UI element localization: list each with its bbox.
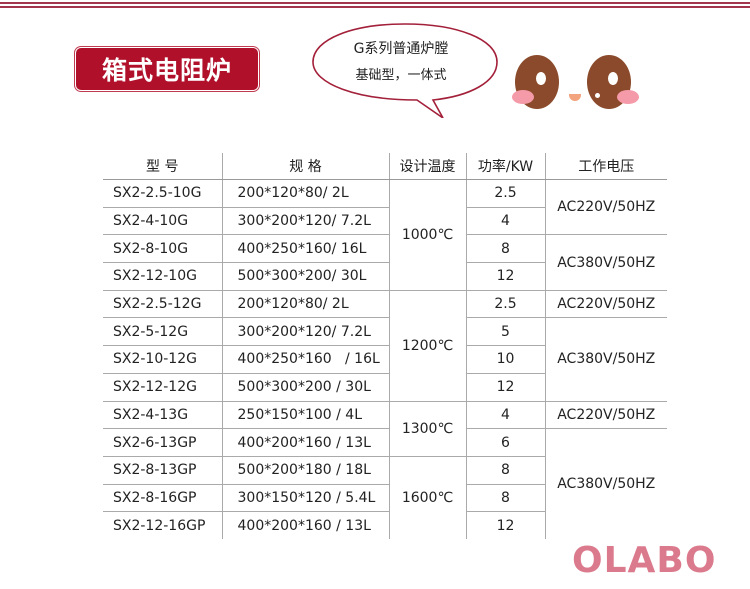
model-cell: SX2-12-10G — [103, 262, 222, 291]
table-row: SX2-4-13G 250*150*100 / 4L 1300℃ 4 AC220V/50… — [103, 400, 667, 457]
top-border-line — [0, 2, 750, 4]
size-cell: 500*300*200 / 30L — [221, 372, 389, 401]
temperature-cell: 1300℃ — [388, 400, 466, 457]
table-row: SX2-5-12G 300*200*120/ 7.2L 5 AC380V/50HZ — [103, 317, 667, 401]
model-cell: SX2-8-16GP — [103, 483, 222, 512]
temperature-cell: 1000℃ — [388, 179, 466, 291]
size-cell: 200*120*80/ 2L — [221, 289, 389, 318]
model-cell: SX2-8-10G — [103, 234, 222, 263]
power-cell: 12 — [465, 511, 545, 539]
power-cell: 5 — [465, 317, 545, 346]
size-cell: 400*200*160 / 13L — [221, 428, 389, 457]
power-cell: 2.5 — [465, 289, 545, 318]
voltage-cell: AC220V/50HZ — [544, 400, 667, 429]
power-cell: 12 — [465, 262, 545, 291]
size-cell: 300*200*120/ 7.2L — [221, 206, 389, 235]
size-cell: 300*200*120/ 7.2L — [221, 317, 389, 346]
model-cell: SX2-4-13G — [103, 400, 222, 429]
temperature-cell: 1200℃ — [388, 289, 466, 401]
power-cell: 12 — [465, 372, 545, 401]
voltage-cell: AC220V/50HZ — [544, 289, 667, 318]
power-cell: 6 — [465, 428, 545, 457]
power-cell: 4 — [465, 400, 545, 429]
power-cell: 8 — [465, 483, 545, 512]
voltage-cell: AC380V/50HZ — [544, 234, 667, 291]
table-row: SX2-12-10G 500*300*200/ 30L 12 — [103, 262, 667, 291]
power-cell: 10 — [465, 345, 545, 374]
model-cell: SX2-4-10G — [103, 206, 222, 235]
model-cell: SX2-5-12G — [103, 317, 222, 346]
cartoon-mouth — [569, 94, 581, 101]
power-cell: 8 — [465, 455, 545, 485]
voltage-cell: AC380V/50HZ — [544, 317, 667, 401]
column-header: 工作电压 — [544, 153, 667, 180]
model-cell: SX2-12-12G — [103, 372, 222, 401]
power-cell: 8 — [465, 234, 545, 263]
voltage-cell: AC220V/50HZ — [544, 178, 667, 235]
temperature-cell: 1600℃ — [388, 455, 466, 539]
column-header: 型 号 — [103, 153, 222, 180]
table-row: SX2-8-16GP 300*150*120 / 5.4L 8 — [103, 483, 667, 512]
model-cell: SX2-2.5-12G — [103, 289, 222, 318]
model-cell: SX2-8-13GP — [103, 455, 222, 485]
model-cell: SX2-2.5-10G — [103, 179, 222, 208]
table-row: SX2-12-12G 500*300*200 / 30L 12 — [103, 372, 667, 401]
column-header: 设计温度 — [388, 153, 466, 180]
size-cell: 400*200*160 / 13L — [221, 511, 389, 539]
top-border-line — [0, 6, 750, 8]
olabo-logo: OLABO — [572, 540, 717, 581]
model-cell: SX2-6-13GP — [103, 428, 222, 457]
table-row: SX2-8-13GP 500*200*180 / 18L 1600℃ 8 — [103, 455, 667, 539]
size-cell: 200*120*80/ 2L — [221, 179, 389, 208]
cartoon-right-cheek — [617, 90, 639, 104]
speech-bubble — [312, 23, 498, 118]
spec-table: 型 号规 格设计温度 功率/KW 工作电压 SX2-2.5-10G 200*120*8… — [103, 153, 667, 539]
table-row: SX2-8-10G 400*250*160/ 16L 8 AC380V/50HZ — [103, 234, 667, 291]
table-row: SX2-2.5-12G 200*120*80/ 2L 1200℃ 2.5 AC220V/… — [103, 289, 667, 401]
page-title: 箱式电阻炉 — [76, 48, 258, 90]
size-cell: 400*250*160 / 16L — [221, 345, 389, 374]
column-header: 规 格 — [221, 153, 389, 180]
table-row: SX2-6-13GP 400*200*160 / 13L 6 AC380V/50HZ — [103, 428, 667, 539]
model-cell: SX2-12-16GP — [103, 511, 222, 539]
size-cell: 500*200*180 / 18L — [221, 455, 389, 485]
table-row: SX2-2.5-10G 200*120*80/ 2L 1000℃ 2.5 AC220V/… — [103, 178, 667, 291]
size-cell: 500*300*200/ 30L — [221, 262, 389, 291]
column-header: 功率/KW — [465, 153, 545, 180]
voltage-cell: AC380V/50HZ — [544, 428, 667, 539]
bubble-line-2: 基础型，一体式 — [355, 68, 447, 83]
model-cell: SX2-10-12G — [103, 345, 222, 374]
table-row: SX2-4-10G 300*200*120/ 7.2L 4 — [103, 206, 667, 235]
size-cell: 250*150*100 / 4L — [221, 400, 389, 429]
table-row: SX2-12-16GP 400*200*160 / 13L 12 — [103, 511, 667, 539]
size-cell: 300*150*120 / 5.4L — [221, 483, 389, 512]
cartoon-left-cheek — [512, 90, 534, 104]
power-cell: 2.5 — [465, 179, 545, 208]
power-cell: 4 — [465, 206, 545, 235]
table-row: SX2-10-12G 400*250*160 / 16L 10 — [103, 345, 667, 374]
size-cell: 400*250*160/ 16L — [221, 234, 389, 263]
bubble-line-1: G系列普通炉膛 — [353, 41, 449, 57]
